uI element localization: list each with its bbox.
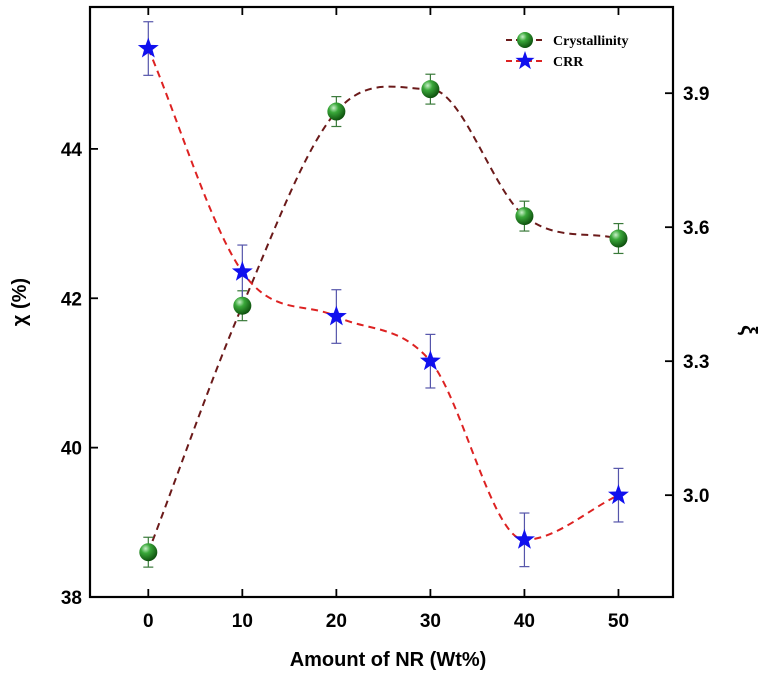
x-axis-title: Amount of NR (Wt%) [290,649,487,671]
y-right-tick-label: 3.9 [683,84,709,105]
x-tick-label: 30 [420,611,441,632]
data-point-crr [419,350,441,371]
x-tick-label: 20 [326,611,347,632]
x-axis-ticks: 0 10 20 30 40 50 [143,7,629,632]
y-left-tick-label: 44 [61,140,83,161]
legend-marker-sphere [517,32,533,48]
data-point-crr [231,260,253,281]
series-line-crr [147,48,619,541]
x-tick-label: 10 [232,611,253,632]
error-bars [143,21,624,568]
data-point-crr [137,37,159,58]
y-left-axis-title: χ (%) [9,278,31,326]
y-right-axis-ticks: 3.0 3.3 3.6 3.9 [665,84,709,507]
x-tick-label: 0 [143,611,154,632]
legend: Crystallinity CRR [506,32,628,70]
data-point-crystallinity [233,296,252,315]
plot-frame [88,5,675,599]
legend-marker-star [515,51,535,70]
data-markers [137,37,629,562]
data-point-crr [608,484,629,505]
data-point-crystallinity [515,207,534,226]
data-point-crr [325,305,347,326]
data-point-crystallinity [421,80,440,99]
y-right-tick-label: 3.3 [683,352,709,373]
series-line-crystallinity [147,85,619,553]
y-right-tick-label: 3.6 [683,218,709,239]
x-tick-label: 40 [514,611,535,632]
data-point-crystallinity [609,229,628,248]
series-lines [147,48,619,553]
y-left-tick-label: 42 [61,289,82,310]
legend-item-crr: CRR [506,51,584,70]
data-point-crystallinity [139,543,158,562]
y-left-tick-label: 40 [61,439,82,460]
x-tick-label: 50 [608,611,629,632]
legend-item-crystallinity: Crystallinity [506,32,628,49]
legend-label-crystallinity: Crystallinity [553,34,628,49]
legend-label-crr: CRR [553,55,584,70]
data-point-crr [513,528,535,549]
y-right-axis-title: ξ [737,325,762,335]
y-right-tick-label: 3.0 [683,486,709,507]
y-left-axis-ticks: 38 40 42 44 [61,140,98,609]
y-left-tick-label: 38 [61,588,82,609]
data-point-crystallinity [327,102,346,121]
